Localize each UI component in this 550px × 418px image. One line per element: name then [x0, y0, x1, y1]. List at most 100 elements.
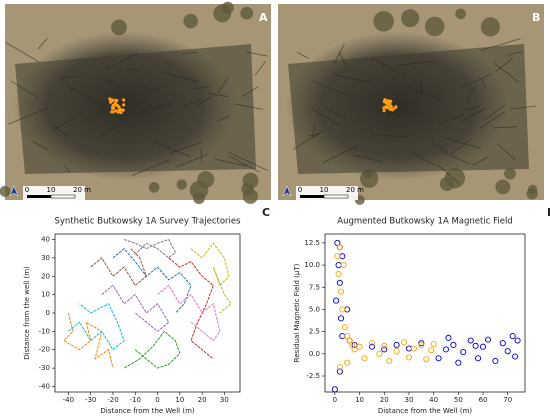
- x-tick-label: -30: [85, 396, 96, 404]
- track: [466, 87, 475, 104]
- track: [206, 92, 229, 98]
- x-tick-label: -40: [63, 396, 74, 404]
- y-axis-label: Residual Magnetic Field (μT): [293, 263, 301, 362]
- scale-label: 10: [320, 186, 329, 194]
- scale-label: 20 m: [73, 186, 91, 194]
- chart-title: Synthetic Butkowsky 1A Survey Trajectori…: [54, 217, 241, 227]
- track: [509, 105, 536, 110]
- point: [479, 343, 487, 350]
- track: [450, 139, 472, 155]
- point: [336, 368, 343, 375]
- track: [228, 155, 260, 173]
- point: [339, 306, 346, 313]
- x-tick-label: 70: [503, 396, 512, 404]
- tree: [401, 9, 420, 28]
- track: [50, 124, 69, 137]
- scale-label: 10: [47, 186, 56, 194]
- y-tick-label: -10: [39, 327, 50, 335]
- well-point: [114, 109, 118, 113]
- tree: [111, 19, 127, 36]
- track: [37, 38, 48, 50]
- track: [228, 152, 269, 171]
- tree: [193, 192, 205, 205]
- trajectory: [90, 248, 147, 287]
- point: [337, 288, 345, 295]
- north-arrow: [282, 185, 292, 197]
- track: [181, 51, 198, 55]
- x-tick-label: 60: [479, 396, 488, 404]
- point: [512, 353, 519, 360]
- track: [180, 98, 201, 109]
- point: [467, 337, 474, 344]
- well-point: [112, 103, 117, 107]
- track: [325, 107, 347, 120]
- point: [472, 342, 479, 349]
- point: [333, 297, 340, 304]
- point: [331, 386, 338, 392]
- y-tick-label: 30: [41, 254, 50, 262]
- point: [410, 345, 417, 352]
- well-point: [117, 105, 121, 109]
- track: [293, 130, 324, 150]
- track: [246, 51, 268, 57]
- track: [479, 112, 505, 129]
- well-point: [385, 106, 389, 110]
- track: [131, 159, 171, 177]
- y-tick-label: 20: [41, 272, 50, 280]
- track: [460, 107, 486, 122]
- y-tick-label: -2.5: [306, 372, 320, 380]
- track: [338, 51, 346, 65]
- track: [176, 153, 208, 168]
- track: [480, 38, 521, 51]
- track: [371, 134, 408, 138]
- panel-label: A: [259, 11, 268, 24]
- track: [193, 85, 212, 90]
- plot-area: [63, 238, 232, 369]
- well-point: [382, 100, 387, 104]
- track: [241, 86, 259, 97]
- point: [337, 315, 345, 322]
- tree: [373, 11, 394, 32]
- track: [444, 137, 481, 149]
- scale-label: 0: [298, 186, 302, 194]
- track: [32, 140, 49, 151]
- scale-label: 20 m: [346, 186, 364, 194]
- well-point: [387, 100, 391, 104]
- point: [400, 339, 408, 346]
- point: [335, 262, 342, 269]
- track: [169, 141, 203, 155]
- point: [336, 279, 343, 286]
- tree: [240, 6, 254, 20]
- well-point: [122, 103, 126, 107]
- point: [381, 346, 388, 353]
- point: [368, 343, 375, 350]
- point: [361, 355, 368, 362]
- scale-black: [27, 195, 51, 198]
- chart-title: Augmented Butkowsky 1A Magnetic Field: [337, 217, 512, 227]
- y-tick-label: -30: [39, 364, 50, 372]
- well-point: [121, 108, 125, 112]
- trajectory: [168, 257, 214, 360]
- north-arrow: [9, 185, 19, 197]
- tree: [480, 17, 500, 37]
- trajectory: [101, 284, 170, 333]
- tree: [495, 179, 511, 195]
- point: [344, 359, 351, 366]
- y-tick-label: 40: [41, 236, 50, 244]
- point: [445, 334, 452, 341]
- track: [160, 71, 200, 83]
- track: [59, 75, 83, 79]
- well-point: [389, 106, 393, 110]
- point: [341, 324, 348, 331]
- track: [10, 80, 39, 99]
- track: [495, 57, 514, 73]
- track: [370, 57, 407, 77]
- x-axis-label: Distance from the Well (m): [100, 407, 195, 415]
- well-point: [386, 103, 390, 107]
- point: [499, 340, 506, 347]
- well-point: [116, 110, 120, 114]
- track: [200, 149, 203, 163]
- track: [98, 119, 129, 138]
- track: [296, 51, 309, 59]
